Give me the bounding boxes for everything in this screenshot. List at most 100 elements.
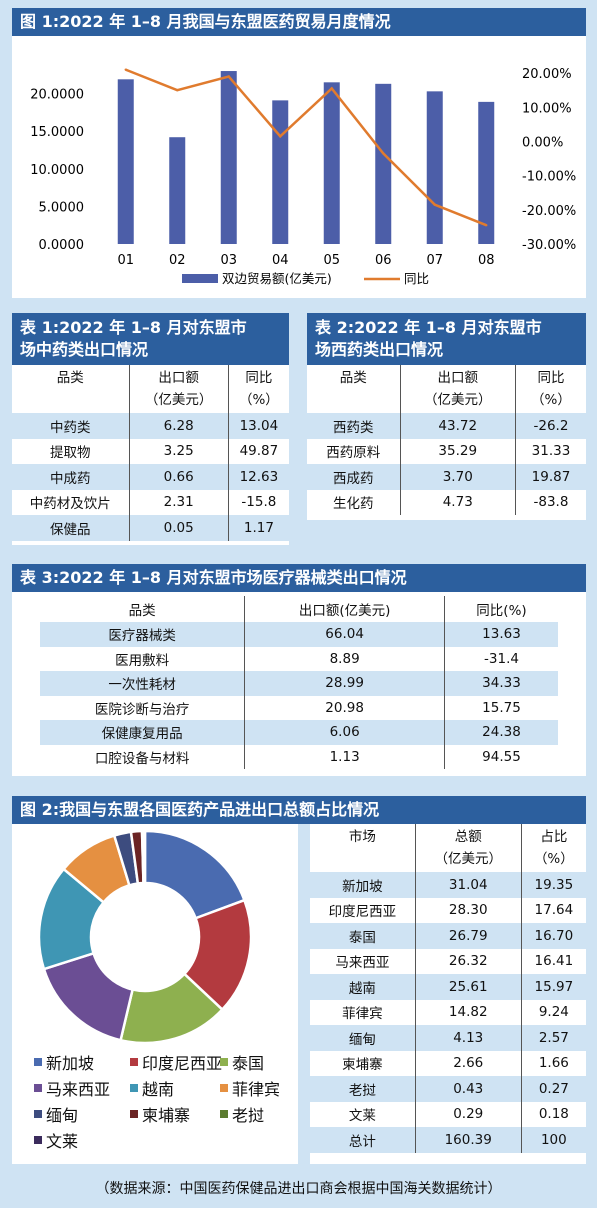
legend-label: 印度尼西亚 (142, 1054, 223, 1073)
yoy-point (124, 68, 127, 71)
legend-bar-label: 双边贸易额(亿美元) (222, 271, 332, 286)
right-axis-tick: -20.00% (522, 204, 576, 219)
right-axis-tick: 0.00% (522, 135, 563, 150)
table-cell: 28.30 (415, 897, 522, 923)
table-header: 出口额 （亿美元） (400, 365, 516, 413)
table-row: 中药类 6.28 13.04 (12, 413, 289, 439)
legend-item: 文莱 (34, 1128, 78, 1152)
table-header: 占比 （%） (533, 829, 574, 867)
right-axis-tick: 20.00% (522, 67, 572, 82)
x-tick-label: 08 (478, 253, 495, 268)
right-axis-tick: -30.00% (522, 238, 576, 253)
table-cell: -15.8 (241, 494, 277, 511)
table-cell: 43.72 (400, 413, 516, 439)
table3: 品类 出口额(亿美元) 同比(%) 医疗器械类 66.04 13.63 医用敷料 8.89 -3… (40, 596, 558, 769)
legend-swatch (34, 1110, 42, 1118)
table-cell: 缅甸 (310, 1025, 416, 1051)
table-header: 市场 (310, 824, 416, 872)
table-row: 西药类 43.72 -26.2 (307, 413, 586, 439)
yoy-point (330, 87, 333, 90)
table-cell: 柬埔寨 (310, 1050, 416, 1076)
table-cell: 34.33 (444, 671, 558, 696)
legend-swatch (130, 1110, 138, 1118)
table-header: 品类 (12, 365, 130, 413)
table-cell: 2.66 (415, 1050, 522, 1076)
table-cell: 提取物 (12, 438, 130, 464)
table-header: 总额 （亿美元） (415, 824, 522, 872)
table-cell: 1.66 (538, 1055, 569, 1072)
left-axis-tick: 10.0000 (30, 163, 84, 178)
right-axis-tick: 10.00% (522, 101, 572, 116)
table-cell: 医院诊断与治疗 (40, 695, 246, 720)
table-cell: 31.33 (531, 443, 571, 460)
legend-label: 缅甸 (46, 1106, 79, 1125)
table-cell: 泰国 (310, 923, 416, 949)
table3-panel: 品类 出口额(亿美元) 同比(%) 医疗器械类 66.04 13.63 医用敷料 8.89 -3… (12, 592, 586, 776)
table-row: 马来西亚 26.32 16.41 (310, 948, 586, 974)
table-row: 医疗器械类 66.04 13.63 (40, 622, 558, 647)
yoy-point (227, 75, 230, 78)
bar-08 (478, 101, 495, 244)
fig2-table-panel: 市场 总额 （亿美元） 占比 （%） 新加坡 31.04 19.35 印度尼西亚 28.30 17.… (310, 824, 586, 1164)
legend-swatch (220, 1110, 228, 1118)
legend-swatch (220, 1084, 228, 1092)
legend-swatch (34, 1058, 42, 1066)
table-row: 泰国 26.79 16.70 (310, 923, 586, 949)
yoy-point (279, 135, 282, 138)
fig2-pie-panel: 新加坡 印度尼西亚 泰国 马来西亚 越南 菲律宾 缅甸 柬埔寨 老挝 文莱 (12, 824, 298, 1164)
legend-swatch (220, 1058, 228, 1066)
fig1-chart-panel: 20.0000 15.0000 10.0000 5.0000 0.0000 20.00% 1… (12, 36, 586, 298)
table-row: 菲律宾 14.82 9.24 (310, 999, 586, 1025)
table-cell: 15.97 (521, 974, 586, 1000)
table-cell: 0.18 (538, 1106, 569, 1123)
table-row: 印度尼西亚 28.30 17.64 (310, 897, 586, 923)
table-cell: 6.28 (129, 413, 229, 439)
table1-panel: 品类 出口额 （亿美元） 同比 （%） 中药类 6.28 13.04 提取物 3.25 49.87 中… (12, 365, 289, 545)
legend-item: 印度尼西亚 (130, 1050, 222, 1074)
data-source-footer: （数据来源：中国医药保健品进出口商会根据中国海关数据统计） (95, 1181, 502, 1197)
table-header: 品类 (307, 365, 401, 413)
table-row: 医用敷料 8.89 -31.4 (40, 646, 558, 671)
pie-chart (37, 829, 253, 1045)
legend-item: 越南 (130, 1076, 174, 1100)
table-row: 西药原料 35.29 31.33 (307, 438, 586, 464)
table-cell: 8.89 (244, 646, 445, 671)
table-row: 缅甸 4.13 2.57 (310, 1025, 586, 1051)
table1: 品类 出口额 （亿美元） 同比 （%） 中药类 6.28 13.04 提取物 3.25 49.87 中… (12, 365, 289, 541)
legend-item: 菲律宾 (220, 1076, 280, 1100)
table-cell: 4.13 (415, 1025, 522, 1051)
table-cell: 0.43 (415, 1076, 522, 1102)
table-cell: 马来西亚 (310, 948, 416, 974)
table-cell: 新加坡 (310, 872, 416, 898)
table-cell: 17.64 (534, 902, 574, 919)
table-cell: 保健康复用品 (40, 720, 246, 745)
table-cell: 6.06 (244, 720, 445, 745)
legend-swatch (34, 1084, 42, 1092)
legend-item: 缅甸 (34, 1102, 78, 1126)
table-cell: 生化药 (307, 489, 401, 515)
left-axis-tick: 0.0000 (39, 238, 85, 253)
table-cell: 越南 (310, 974, 416, 1000)
table-cell: 2.31 (129, 489, 229, 515)
table-cell: 0.29 (415, 1101, 522, 1127)
pie-slice-马来西亚 (42, 951, 135, 1042)
table-row: 中成药 0.66 12.63 (12, 464, 289, 490)
table-cell: 100 (521, 1127, 586, 1153)
table-row: 老挝 0.43 0.27 (310, 1076, 586, 1102)
table-cell: 3.70 (400, 464, 516, 490)
table-cell: 保健品 (12, 515, 130, 541)
table-header: 出口额 （亿美元） (129, 365, 229, 413)
table-cell: 0.27 (521, 1076, 586, 1102)
x-tick-label: 01 (117, 253, 134, 268)
bar-05 (323, 82, 340, 244)
x-tick-label: 02 (169, 253, 186, 268)
table2: 品类 出口额 （亿美元） 同比 （%） 西药类 43.72 -26.2 西药原料 35.29 31.… (307, 365, 586, 515)
table1-title-line1: 表 1:2022 年 1–8 月对东盟市 (20, 318, 247, 337)
table-cell: 26.32 (415, 948, 522, 974)
legend-swatch (34, 1136, 42, 1144)
table-row: 中药材及饮片 2.31 -15.8 (12, 489, 289, 515)
table-cell: 总计 (310, 1127, 416, 1153)
table-cell: 西成药 (307, 464, 401, 490)
yoy-point (485, 224, 488, 227)
table-cell: 13.04 (228, 413, 289, 439)
